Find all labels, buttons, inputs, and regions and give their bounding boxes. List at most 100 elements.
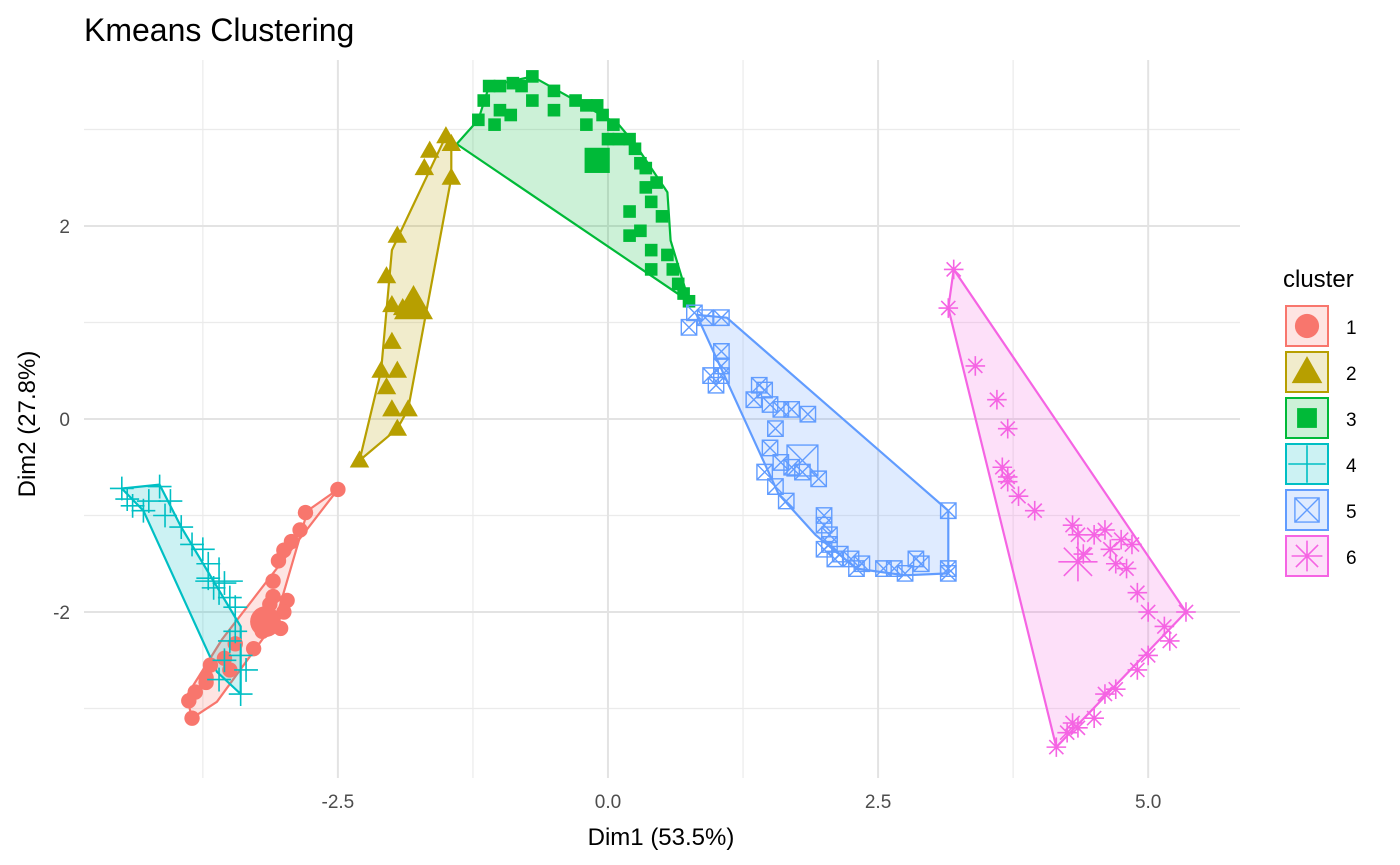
data-point — [831, 545, 849, 563]
data-point — [943, 259, 964, 280]
data-point — [376, 377, 397, 395]
data-point — [987, 389, 1007, 410]
data-point — [810, 470, 828, 488]
data-point — [997, 471, 1018, 492]
y-tick-label: -2 — [53, 603, 70, 624]
grid — [84, 60, 1240, 778]
x-tick-label: 0.0 — [595, 792, 621, 813]
x-tick-label: -2.5 — [322, 792, 355, 813]
data-point — [547, 84, 561, 98]
data-point — [398, 399, 418, 417]
data-point — [761, 439, 779, 457]
data-point — [526, 70, 539, 83]
data-point — [382, 295, 402, 313]
data-point — [265, 573, 281, 589]
data-point — [201, 575, 226, 600]
legend-label: 1 — [1346, 318, 1357, 339]
legend: cluster 1 2 3 4 5 6 — [1283, 266, 1357, 577]
data-point — [628, 142, 642, 156]
data-point — [767, 420, 784, 438]
data-point — [482, 79, 496, 93]
cluster-6-points — [938, 259, 1196, 757]
data-point — [682, 294, 696, 308]
data-point — [1122, 534, 1142, 555]
data-point — [666, 263, 680, 276]
data-point — [580, 118, 593, 131]
data-point — [639, 181, 653, 194]
data-point — [590, 99, 604, 112]
data-point — [644, 195, 658, 209]
data-point — [702, 367, 720, 384]
data-point — [153, 503, 177, 528]
cluster-5-points — [680, 304, 957, 582]
data-point — [196, 566, 221, 591]
legend-marker — [1288, 445, 1326, 483]
data-point — [655, 210, 669, 223]
data-point — [623, 205, 636, 218]
data-point — [707, 376, 725, 394]
cluster-center-point — [250, 606, 281, 638]
data-point — [853, 555, 871, 573]
y-axis-title: Dim2 (27.8%) — [14, 351, 41, 498]
data-point — [965, 356, 986, 376]
data-point — [147, 474, 172, 499]
data-point — [217, 629, 242, 653]
cluster-points — [109, 70, 1196, 757]
legend-item-4: 4 — [1285, 443, 1357, 485]
data-point — [202, 657, 219, 673]
data-point — [623, 132, 636, 146]
y-tick-label: 2 — [59, 217, 70, 238]
data-point — [180, 532, 204, 557]
cluster-center-point — [584, 147, 610, 173]
data-point — [644, 243, 658, 257]
data-point — [1154, 616, 1175, 637]
data-point — [493, 79, 507, 93]
cluster-hull-6 — [947, 268, 1188, 749]
data-point — [1062, 713, 1083, 733]
data-point — [276, 604, 292, 620]
data-point — [207, 667, 231, 692]
data-point — [713, 309, 730, 327]
legend-marker — [1291, 356, 1323, 384]
data-point — [387, 225, 408, 243]
data-point — [297, 504, 314, 521]
cluster-center-point — [195, 557, 243, 605]
data-point — [1008, 486, 1029, 507]
data-point — [1159, 631, 1180, 651]
data-point — [680, 318, 698, 336]
data-point — [212, 571, 237, 595]
data-point — [382, 399, 402, 417]
legend-item-1: 1 — [1285, 305, 1357, 347]
data-point — [414, 158, 435, 176]
data-point — [387, 418, 408, 436]
data-point — [997, 418, 1018, 439]
cluster-center-point — [394, 284, 434, 320]
cluster-3-points — [472, 70, 696, 308]
data-point — [794, 463, 811, 481]
data-point — [223, 595, 248, 620]
data-point — [1105, 553, 1126, 574]
data-point — [371, 360, 391, 378]
x-axis-title: Dim1 (53.5%) — [588, 824, 735, 851]
data-point — [939, 502, 957, 520]
data-point — [1057, 722, 1077, 743]
legend-marker — [1291, 540, 1323, 572]
data-point — [661, 248, 674, 262]
data-point — [493, 103, 507, 117]
data-point — [644, 263, 658, 276]
data-point — [222, 662, 238, 678]
data-point — [376, 266, 397, 284]
data-point — [441, 133, 462, 152]
data-point — [623, 229, 636, 242]
data-point — [419, 140, 440, 158]
data-point — [217, 585, 242, 610]
legend-marker — [1294, 497, 1320, 523]
data-point — [1068, 525, 1088, 545]
data-point — [330, 481, 346, 498]
data-point — [441, 167, 462, 185]
data-point — [1111, 529, 1131, 550]
data-point — [1024, 500, 1045, 521]
data-point — [756, 381, 774, 399]
data-point — [279, 592, 295, 609]
data-point — [198, 674, 214, 691]
